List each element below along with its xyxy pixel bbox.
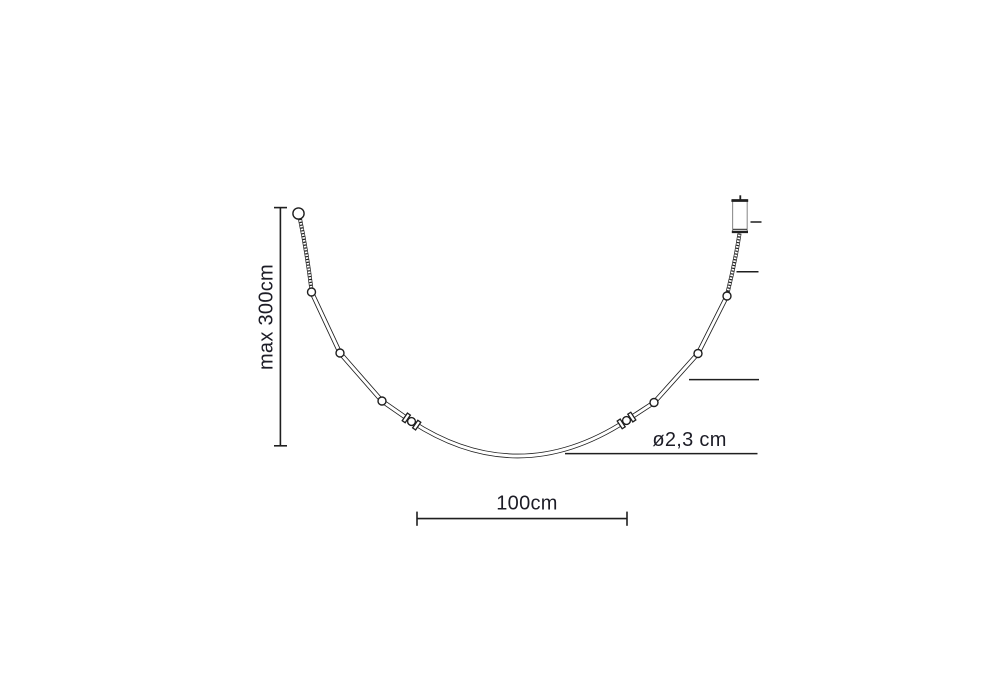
suspension-cable-right bbox=[725, 233, 742, 294]
joint bbox=[377, 396, 387, 406]
sleeve-connector-left bbox=[401, 412, 422, 431]
suspension-cable-left bbox=[298, 218, 314, 291]
sleeve-ball bbox=[621, 415, 632, 426]
joint bbox=[335, 348, 345, 358]
width-dimension-label: 100cm bbox=[496, 493, 558, 515]
suspension-ball bbox=[292, 207, 305, 220]
tube-joints bbox=[306, 287, 732, 408]
tube-right-chain bbox=[624, 293, 730, 423]
sleeve-connector-right bbox=[616, 411, 637, 430]
joint bbox=[693, 348, 703, 359]
driver-body bbox=[732, 199, 748, 233]
height-dimension-label: max 300cm bbox=[256, 264, 278, 370]
height-dimension: max 300cm bbox=[256, 206, 287, 447]
diameter-callout: ø2,3 cm bbox=[565, 221, 762, 455]
ceiling-driver-box bbox=[731, 195, 749, 234]
tube-left-chain bbox=[309, 289, 414, 424]
width-dimension: 100cm bbox=[416, 493, 628, 526]
sleeve-ball bbox=[406, 416, 417, 427]
tube-segments bbox=[309, 289, 730, 459]
lamp bbox=[292, 195, 749, 459]
joint bbox=[306, 287, 317, 297]
joint bbox=[722, 291, 732, 301]
diameter-label: ø2,3 cm bbox=[652, 429, 726, 451]
joint bbox=[649, 397, 659, 408]
